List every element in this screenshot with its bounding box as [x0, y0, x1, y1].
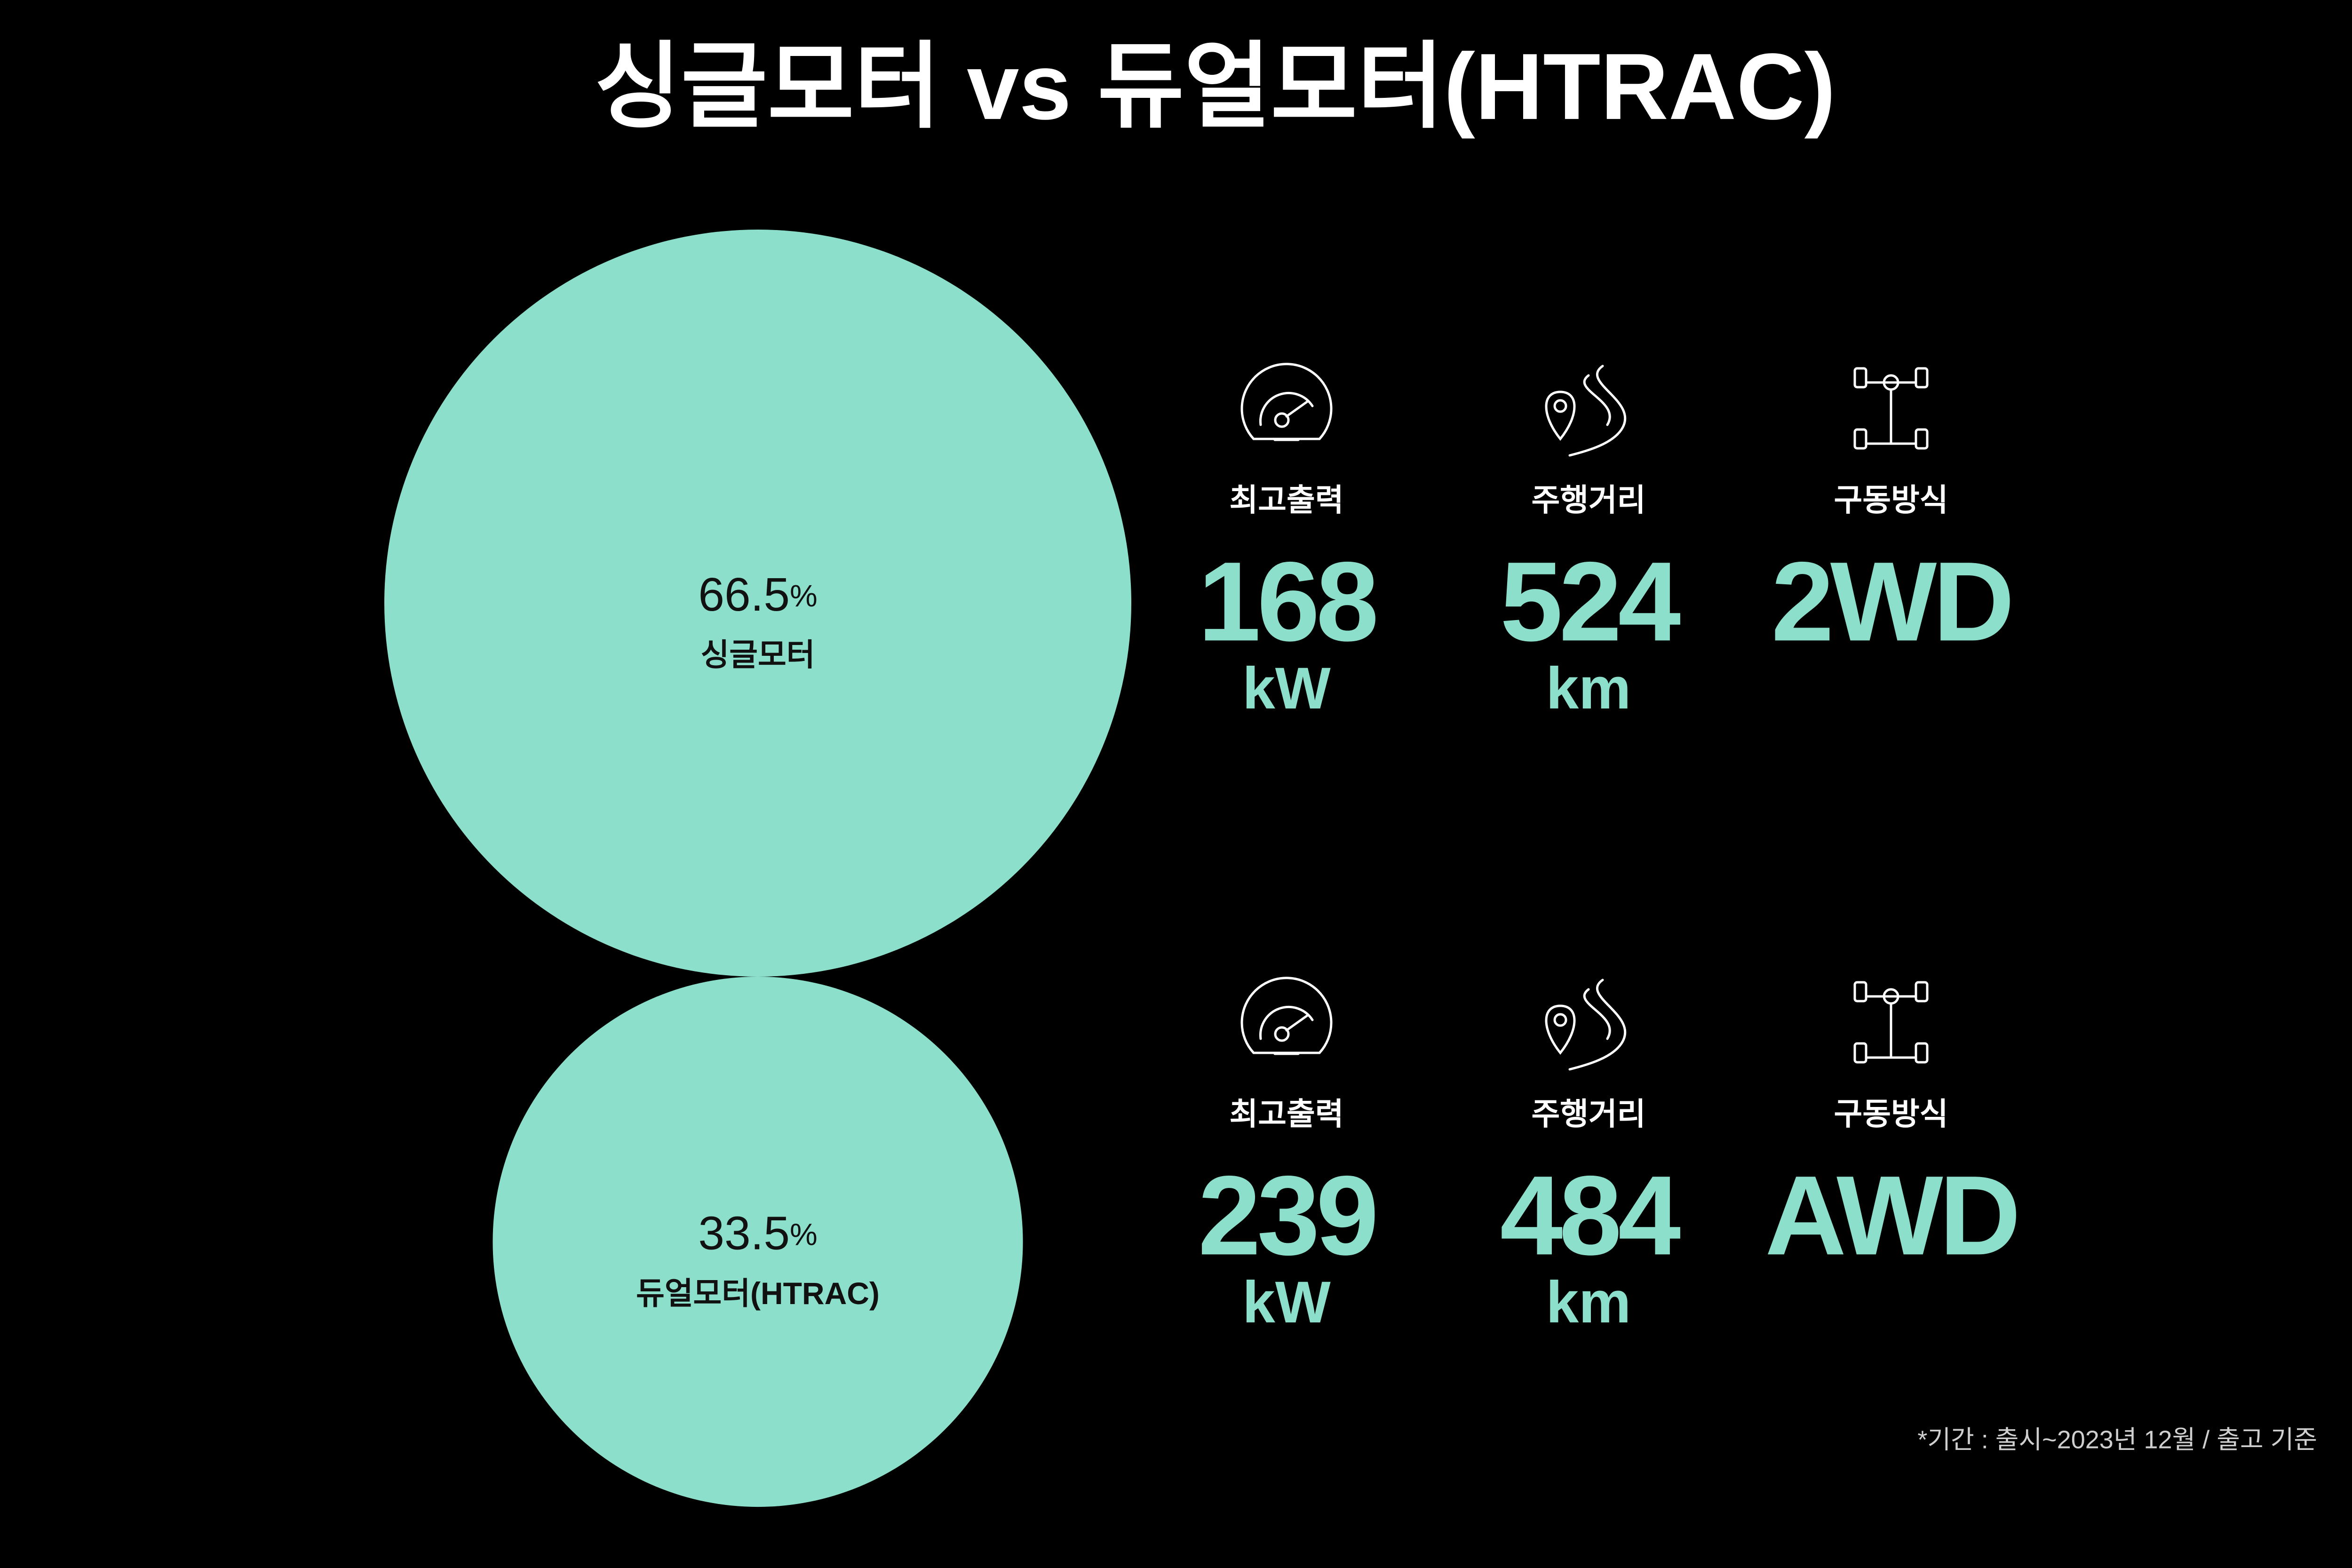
spec-icon — [1240, 363, 1333, 441]
spec-label: 최고출력 — [1230, 1096, 1344, 1131]
spec-label: 구동방식 — [1834, 482, 1948, 517]
icon-gauge-hub — [1274, 412, 1290, 428]
icon-wheel — [1853, 428, 1867, 450]
bubble — [493, 977, 1023, 1507]
spec-value: 2WD — [1771, 538, 2010, 664]
bubble-value-number: 33.5 — [698, 1207, 790, 1260]
icon-diff — [1883, 988, 1899, 1005]
bubble-label: 싱글모터 — [701, 637, 815, 672]
bubble-value-unit: % — [790, 1217, 818, 1252]
bubble-label: 듀얼모터(HTRAC) — [636, 1276, 880, 1311]
spec-value: 524 — [1500, 538, 1681, 664]
bubble-value: 66.5% — [698, 568, 817, 621]
spec-icon — [1240, 977, 1333, 1055]
icon-gauge-needle — [1285, 1014, 1309, 1032]
icon-gauge-hub — [1274, 1026, 1290, 1042]
icon-gauge-outer — [1240, 363, 1333, 440]
bubble-value: 33.5% — [698, 1207, 817, 1260]
chart-title: 싱글모터 vs 듀얼모터(HTRAC) — [595, 34, 1836, 139]
icon-wheel — [1853, 1042, 1867, 1064]
spec-unit: km — [1546, 1270, 1631, 1335]
spec-value: 484 — [1500, 1152, 1681, 1278]
footnote: *기간 : 출시~2023년 12월 / 출고 기준 — [1917, 1425, 2317, 1454]
bubble-value-number: 66.5 — [698, 568, 790, 621]
icon-route-road — [1568, 979, 1627, 1071]
spec-value: 239 — [1198, 1152, 1375, 1278]
icon-route-pin-dot — [1553, 1013, 1567, 1027]
icon-route-pin — [1545, 1004, 1576, 1055]
icon-gauge-inner — [1259, 391, 1314, 426]
spec-unit: km — [1546, 656, 1631, 721]
spec-icon — [1853, 981, 1929, 1064]
icon-route-road2 — [1583, 988, 1611, 1040]
spec-icon — [1545, 979, 1627, 1071]
icon-route-pin-dot — [1553, 399, 1567, 413]
icon-wheel — [1915, 367, 1929, 389]
spec-unit: kW — [1242, 656, 1331, 721]
bubble — [384, 230, 1131, 977]
icon-wheel — [1853, 981, 1867, 1003]
spec-icon — [1853, 367, 1929, 450]
icon-gauge-needle — [1285, 400, 1309, 418]
icon-gauge-outer — [1240, 977, 1333, 1054]
spec-unit: kW — [1242, 1270, 1331, 1335]
icon-diff — [1883, 374, 1899, 391]
spec-icon — [1545, 365, 1627, 457]
icon-wheel — [1915, 981, 1929, 1003]
icon-wheel — [1853, 367, 1867, 389]
spec-label: 최고출력 — [1230, 482, 1344, 517]
spec-label: 주행거리 — [1532, 482, 1646, 517]
icon-route-road2 — [1583, 374, 1611, 426]
spec-label: 구동방식 — [1834, 1096, 1948, 1131]
spec-label: 주행거리 — [1532, 1096, 1646, 1131]
spec-value: AWD — [1765, 1152, 2017, 1278]
icon-wheel — [1915, 428, 1929, 450]
icon-gauge-inner — [1259, 1005, 1314, 1040]
icon-route-pin — [1545, 390, 1576, 441]
icon-wheel — [1915, 1042, 1929, 1064]
icon-route-road — [1568, 365, 1627, 457]
spec-value: 168 — [1198, 538, 1376, 664]
bubble-value-unit: % — [790, 578, 818, 613]
